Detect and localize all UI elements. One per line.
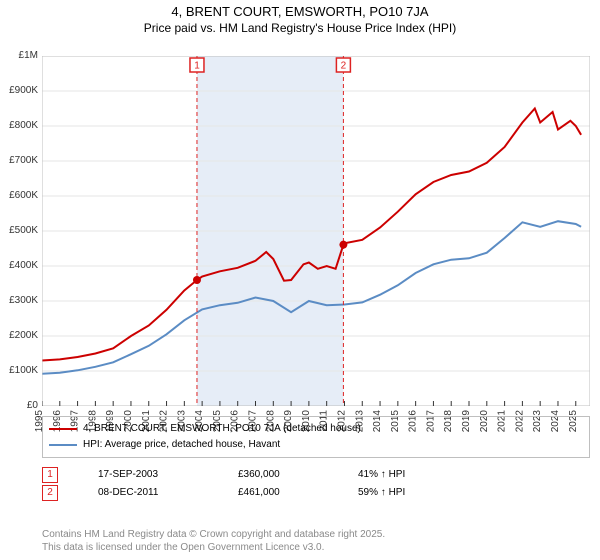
y-tick-label: £900K (0, 85, 38, 96)
attribution: Contains HM Land Registry data © Crown c… (42, 528, 385, 554)
attribution-line2: This data is licensed under the Open Gov… (42, 541, 385, 554)
y-tick-label: £600K (0, 190, 38, 201)
sale-price-2: £461,000 (238, 484, 318, 502)
y-tick-label: £700K (0, 155, 38, 166)
legend-box: 4, BRENT COURT, EMSWORTH, PO10 7JA (deta… (42, 416, 590, 458)
y-tick-label: £500K (0, 225, 38, 236)
svg-text:2: 2 (341, 61, 347, 72)
legend-and-sales: 4, BRENT COURT, EMSWORTH, PO10 7JA (deta… (42, 416, 590, 502)
title-address: 4, BRENT COURT, EMSWORTH, PO10 7JA (0, 4, 600, 21)
sale-pct-2: 59% ↑ HPI (358, 484, 458, 502)
sale-date-1: 17-SEP-2003 (98, 466, 198, 484)
marker-icon-2: 2 (42, 485, 58, 501)
legend-label-hpi: HPI: Average price, detached house, Hava… (83, 437, 280, 453)
attribution-line1: Contains HM Land Registry data © Crown c… (42, 528, 385, 541)
price-chart: 12 (42, 56, 590, 406)
legend-swatch-hpi (49, 444, 77, 446)
sale-price-1: £360,000 (238, 466, 318, 484)
sale-row-2: 2 08-DEC-2011 £461,000 59% ↑ HPI (42, 484, 590, 502)
marker-icon-1: 1 (42, 467, 58, 483)
legend-swatch-property (49, 428, 77, 430)
legend-row-property: 4, BRENT COURT, EMSWORTH, PO10 7JA (deta… (49, 421, 583, 437)
sales-table: 1 17-SEP-2003 £360,000 41% ↑ HPI 2 08-DE… (42, 466, 590, 502)
legend-label-property: 4, BRENT COURT, EMSWORTH, PO10 7JA (deta… (83, 421, 361, 437)
svg-text:1: 1 (194, 61, 200, 72)
y-tick-label: £400K (0, 260, 38, 271)
y-tick-label: £300K (0, 295, 38, 306)
legend-row-hpi: HPI: Average price, detached house, Hava… (49, 437, 583, 453)
sale-row-1: 1 17-SEP-2003 £360,000 41% ↑ HPI (42, 466, 590, 484)
sale-date-2: 08-DEC-2011 (98, 484, 198, 502)
y-tick-label: £1M (0, 50, 38, 61)
sale-pct-1: 41% ↑ HPI (358, 466, 458, 484)
y-tick-label: £800K (0, 120, 38, 131)
title-block: 4, BRENT COURT, EMSWORTH, PO10 7JA Price… (0, 0, 600, 36)
y-tick-label: £200K (0, 330, 38, 341)
y-tick-label: £100K (0, 365, 38, 376)
title-subtitle: Price paid vs. HM Land Registry's House … (0, 21, 600, 37)
